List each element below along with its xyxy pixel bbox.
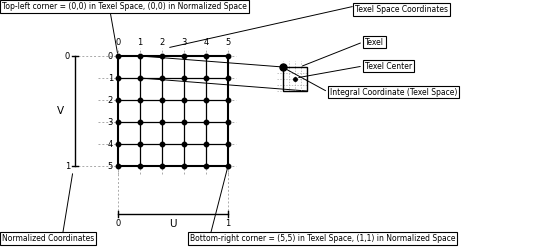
Text: 2: 2 xyxy=(159,38,165,47)
Text: 4: 4 xyxy=(203,38,209,47)
Text: Texel Space Coordinates: Texel Space Coordinates xyxy=(355,5,448,14)
Text: 0: 0 xyxy=(108,52,113,61)
Text: 3: 3 xyxy=(181,38,187,47)
Text: Texel: Texel xyxy=(365,38,384,47)
Text: Texel Center: Texel Center xyxy=(365,62,412,70)
Text: 0: 0 xyxy=(65,52,70,61)
Text: 1: 1 xyxy=(65,162,70,171)
Text: 2: 2 xyxy=(108,96,113,105)
Text: Top-left corner = (0,0) in Texel Space, (0,0) in Normalized Space: Top-left corner = (0,0) in Texel Space, … xyxy=(2,2,247,11)
Text: 0: 0 xyxy=(115,219,121,228)
Text: Normalized Coordinates: Normalized Coordinates xyxy=(2,234,94,243)
Text: U: U xyxy=(169,219,177,229)
Text: 1: 1 xyxy=(108,73,113,82)
Text: 5: 5 xyxy=(226,38,231,47)
Text: Bottom-right corner = (5,5) in Texel Space, (1,1) in Normalized Space: Bottom-right corner = (5,5) in Texel Spa… xyxy=(190,234,456,243)
Bar xyxy=(283,67,307,91)
Text: 3: 3 xyxy=(108,118,113,126)
Text: 0: 0 xyxy=(115,38,121,47)
Text: Integral Coordinate (Texel Space): Integral Coordinate (Texel Space) xyxy=(330,87,457,97)
Text: V: V xyxy=(57,106,64,116)
Text: 1: 1 xyxy=(226,219,231,228)
Text: 5: 5 xyxy=(108,162,113,171)
Text: 4: 4 xyxy=(108,139,113,148)
Text: 1: 1 xyxy=(137,38,143,47)
